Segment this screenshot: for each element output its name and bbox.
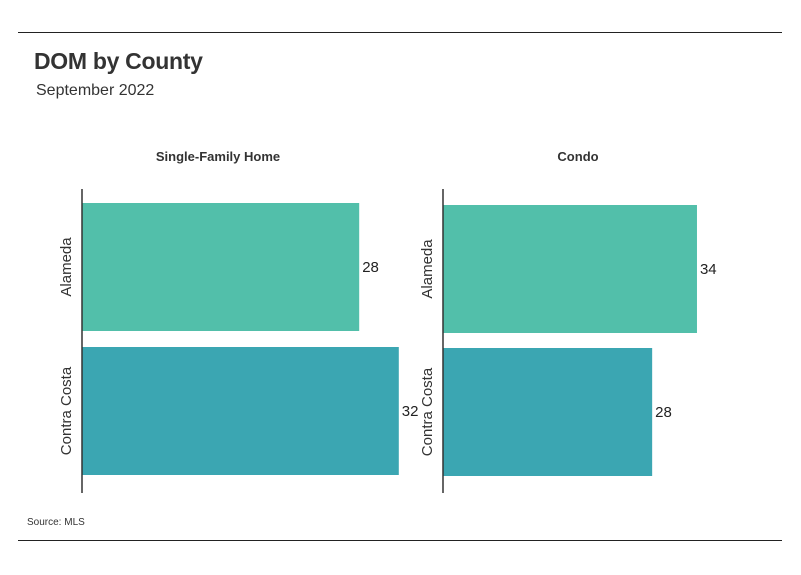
chart-subtitle: September 2022 — [36, 82, 155, 99]
chart-panel-1: Condo 34 Alameda 28 Contra Costa — [419, 149, 717, 493]
value-label: 28 — [655, 404, 672, 421]
value-label: 28 — [362, 259, 379, 276]
value-label: 34 — [700, 261, 717, 278]
chart-title: DOM by County — [34, 48, 203, 74]
bar-alameda — [82, 203, 360, 331]
panel-title: Single-Family Home — [156, 149, 280, 164]
panel-title: Condo — [557, 149, 598, 164]
bar-contra-costa — [443, 348, 653, 476]
source-note: Source: MLS — [27, 517, 85, 528]
category-label: Contra Costa — [58, 366, 75, 455]
category-label: Alameda — [419, 239, 436, 299]
category-label: Contra Costa — [419, 367, 436, 456]
bottom-rule — [18, 540, 782, 541]
category-label: Alameda — [58, 237, 75, 297]
top-rule — [18, 32, 782, 33]
chart-panel-0: Single-Family Home 28 Alameda 32 Contra Cost… — [58, 149, 418, 493]
value-label: 32 — [402, 403, 419, 420]
bar-alameda — [443, 205, 697, 333]
bar-contra-costa — [82, 347, 399, 475]
